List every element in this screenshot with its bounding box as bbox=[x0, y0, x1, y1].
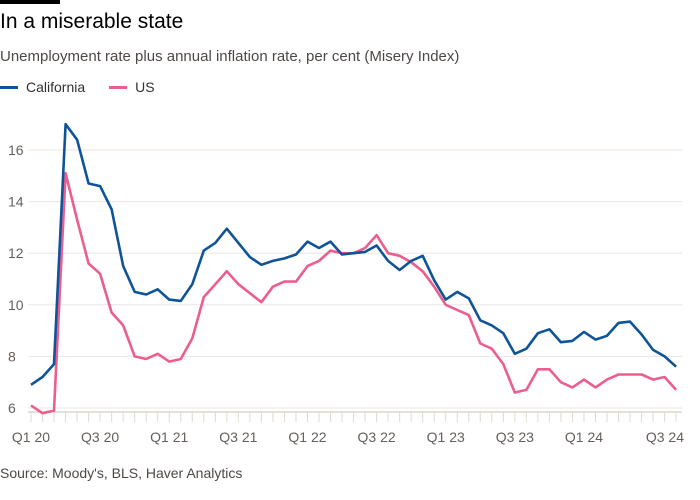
legend: California US bbox=[0, 79, 155, 95]
y-tick-label: 14 bbox=[8, 194, 24, 210]
y-tick-label: 12 bbox=[8, 245, 24, 261]
legend-swatch-us bbox=[109, 85, 128, 89]
x-tick-label: Q3 24 bbox=[646, 429, 684, 445]
series-line-us bbox=[30, 171, 678, 415]
x-tick-label: Q1 20 bbox=[12, 429, 50, 445]
legend-swatch-california bbox=[0, 85, 18, 89]
y-tick-label: 6 bbox=[8, 400, 16, 416]
x-tick-label: Q1 23 bbox=[427, 429, 465, 445]
legend-item-california: California bbox=[0, 79, 85, 95]
x-tick-label: Q3 21 bbox=[219, 429, 257, 445]
x-tick-label: Q1 24 bbox=[565, 429, 603, 445]
y-tick-label: 8 bbox=[8, 348, 16, 364]
x-tick-label: Q1 21 bbox=[150, 429, 188, 445]
header-bar bbox=[0, 0, 60, 4]
legend-label-us: US bbox=[135, 79, 155, 95]
source-note: Source: Moody's, BLS, Haver Analytics bbox=[0, 465, 243, 481]
chart-subtitle: Unemployment rate plus annual inflation … bbox=[0, 48, 460, 65]
x-tick-label: Q3 23 bbox=[496, 429, 534, 445]
legend-label-california: California bbox=[26, 79, 86, 95]
series-line-california bbox=[30, 122, 677, 386]
x-tick-label: Q3 22 bbox=[358, 429, 396, 445]
x-tick-label: Q3 20 bbox=[81, 429, 119, 445]
y-tick-label: 16 bbox=[8, 142, 24, 158]
y-tick-label: 10 bbox=[8, 297, 24, 313]
chart-title: In a miserable state bbox=[0, 10, 184, 33]
x-tick-label: Q1 22 bbox=[288, 429, 326, 445]
legend-item-us: US bbox=[109, 79, 155, 95]
